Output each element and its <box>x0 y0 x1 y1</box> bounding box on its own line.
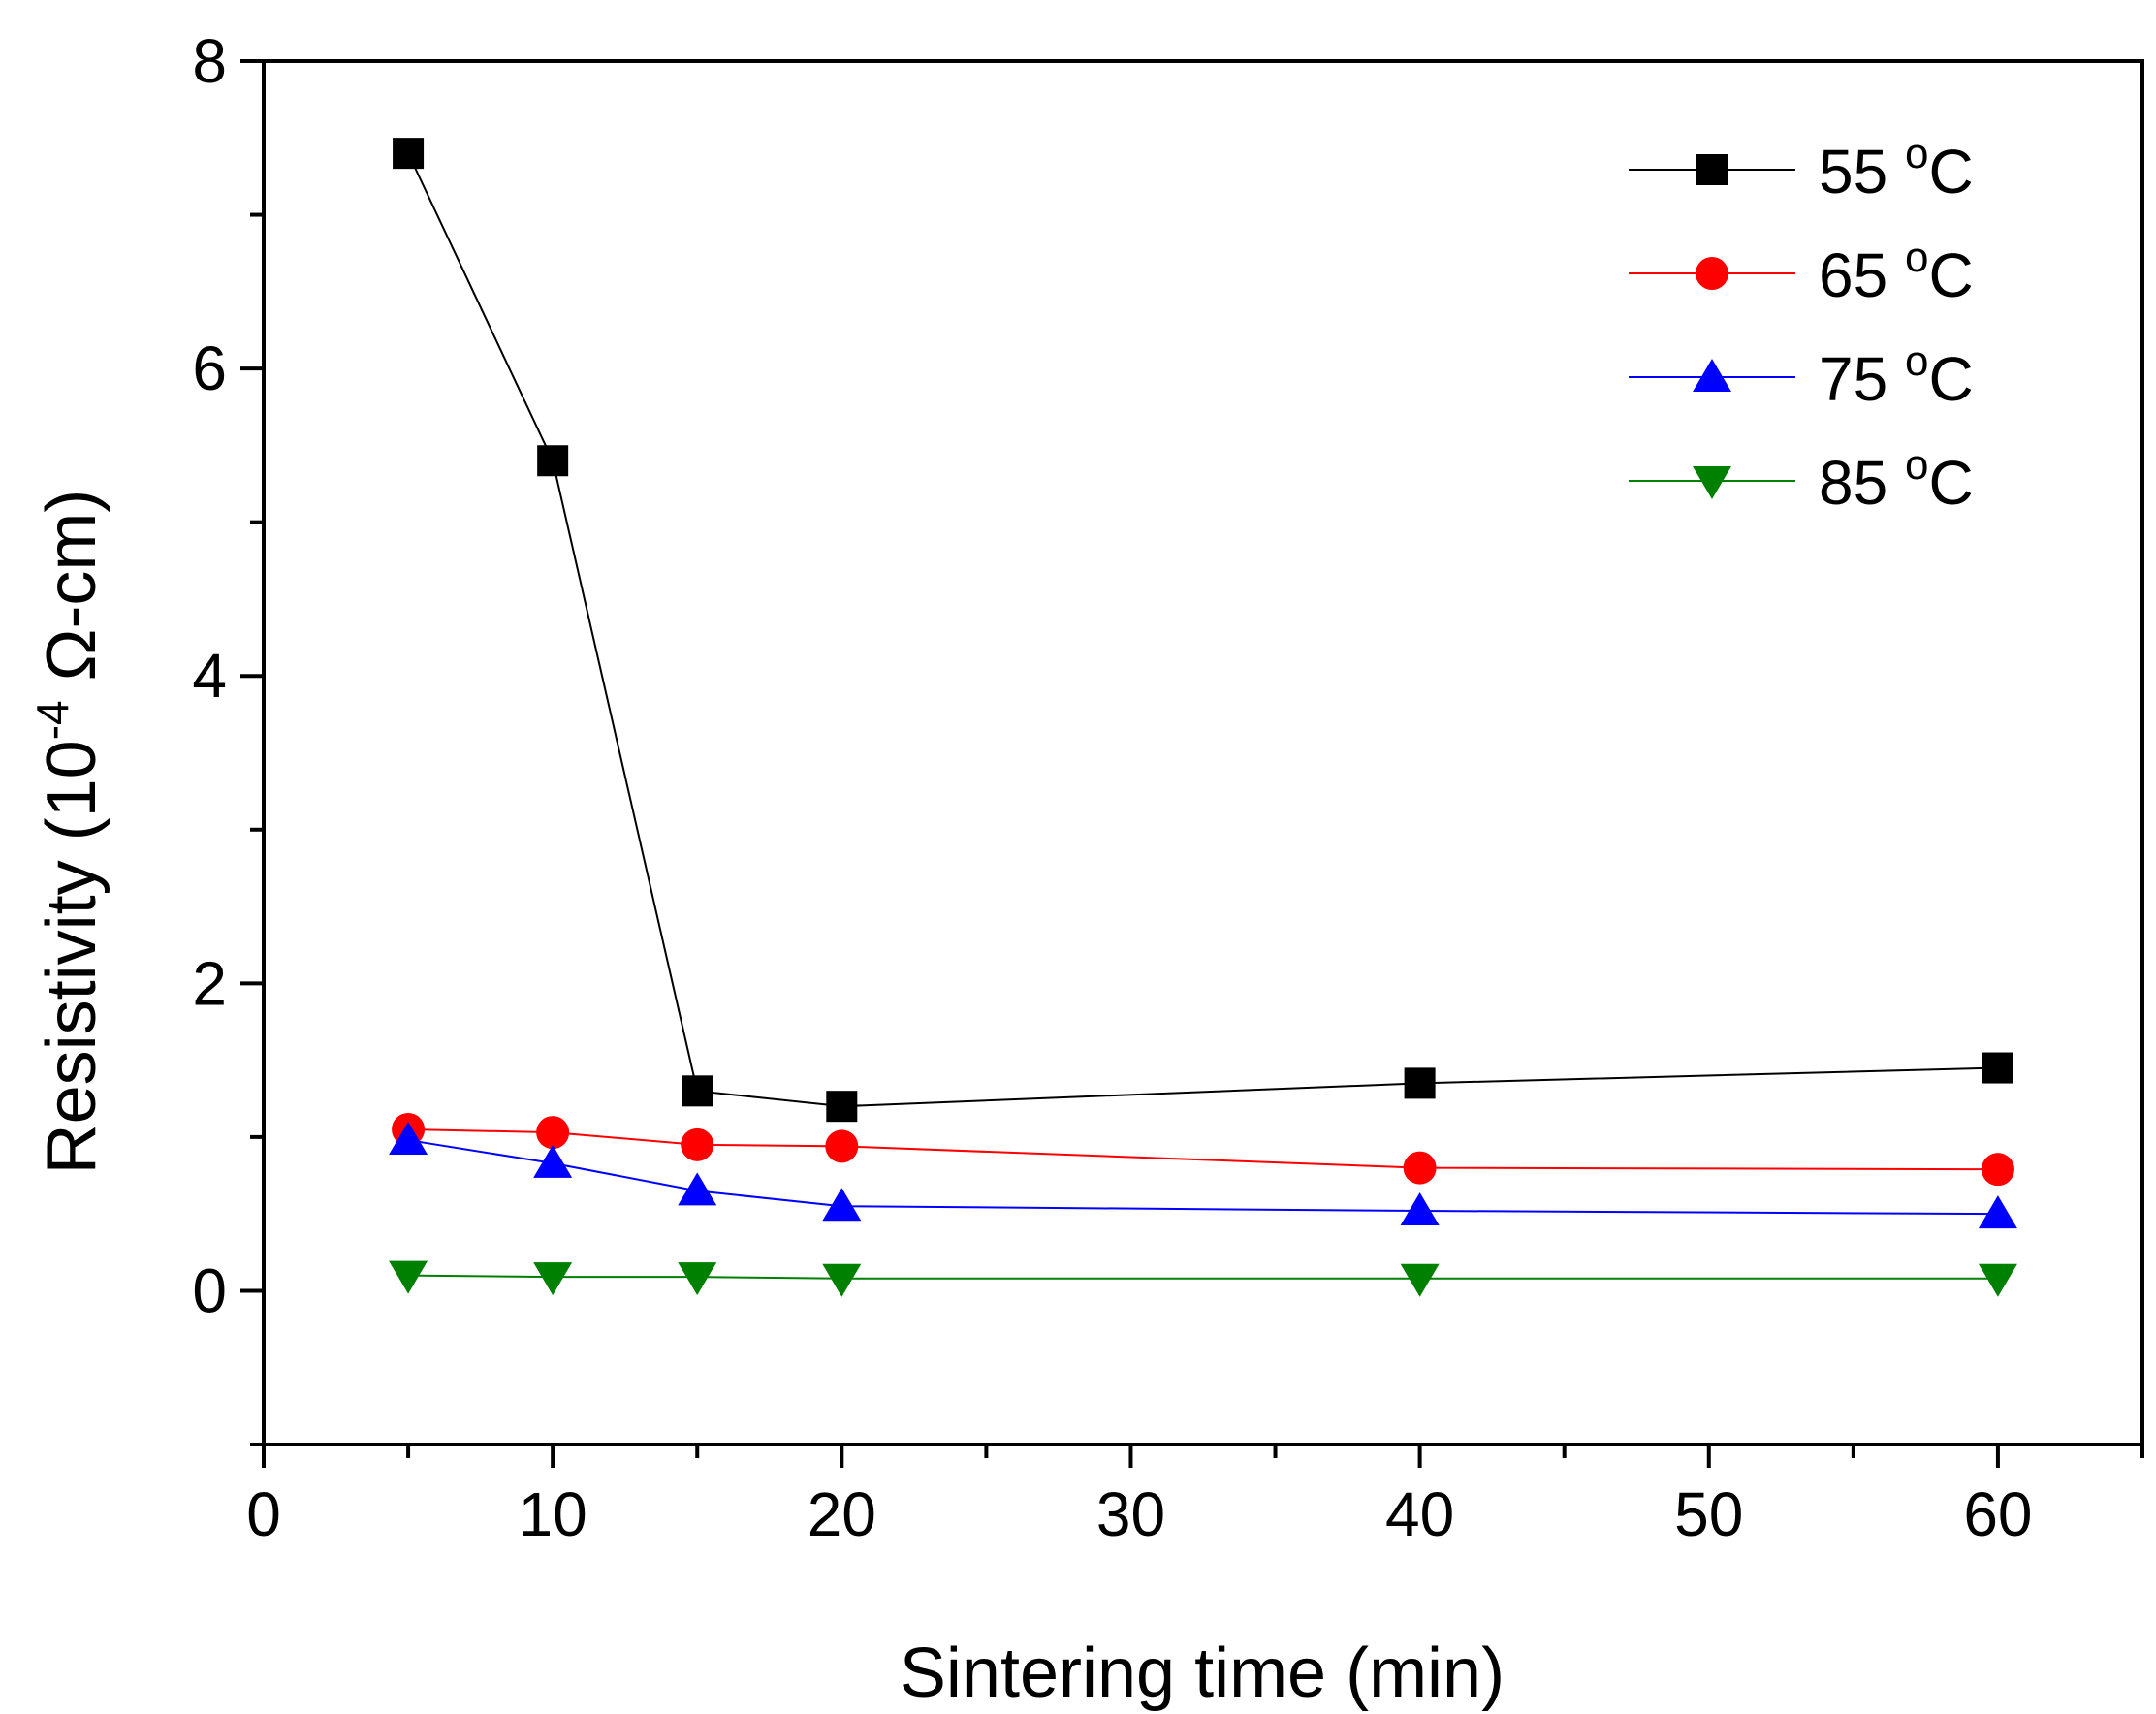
data-point-85-oc <box>533 1262 573 1296</box>
legend-label-85-oc: 85 oC <box>1819 441 1974 518</box>
legend-marker-55-oc <box>1696 154 1728 185</box>
data-point-65-oc <box>681 1127 714 1161</box>
data-point-85-oc <box>822 1263 862 1297</box>
data-point-75-oc <box>389 1122 428 1156</box>
x-tick-label: 50 <box>1674 1479 1743 1549</box>
y-axis-title: Resistivity (10-4 Ω-cm) <box>27 490 111 1175</box>
y-tick-label: 6 <box>192 333 227 403</box>
data-point-85-oc <box>1400 1263 1440 1297</box>
legend-marker-75-oc <box>1693 359 1731 392</box>
x-tick-label: 30 <box>1096 1479 1165 1549</box>
data-point-65-oc <box>1981 1153 2014 1187</box>
data-point-55-oc <box>393 138 425 170</box>
series-line-55-oc <box>407 152 1998 1108</box>
x-tick-label: 0 <box>246 1479 281 1549</box>
legend-marker-85-oc <box>1693 466 1731 499</box>
legend-marker-65-oc <box>1696 257 1728 290</box>
x-tick-label: 20 <box>808 1479 876 1549</box>
y-axis-title-suffix: Ω-cm) <box>33 490 111 701</box>
y-tick-label: 8 <box>192 26 227 96</box>
data-point-85-oc <box>1978 1263 2017 1297</box>
data-point-75-oc <box>678 1172 717 1206</box>
series-line-65-oc <box>408 1127 1998 1171</box>
legend: 55 oC 65 oC 75 oC 85 oC <box>1629 130 1974 518</box>
data-point-75-oc <box>533 1144 573 1178</box>
data-point-65-oc <box>1403 1151 1437 1185</box>
y-tick-label: 4 <box>192 641 227 711</box>
series-line-75-oc <box>407 1139 1998 1216</box>
x-axis-title: Sintering time (min) <box>900 1635 1505 1712</box>
data-point-55-oc <box>537 445 569 477</box>
data-point-75-oc <box>822 1188 862 1222</box>
data-point-65-oc <box>825 1129 859 1163</box>
data-point-65-oc <box>536 1116 570 1150</box>
x-tick-label: 40 <box>1385 1479 1454 1549</box>
data-point-75-oc <box>1978 1195 2017 1229</box>
data-point-85-oc <box>678 1262 717 1296</box>
series-line-85-oc <box>408 1274 1998 1280</box>
data-point-55-oc <box>1982 1052 2013 1084</box>
legend-label-65-oc: 65 oC <box>1819 234 1974 310</box>
y-axis-title-prefix: Resistivity (10 <box>33 740 111 1174</box>
plot-frame <box>262 59 2144 1446</box>
data-point-55-oc <box>1404 1067 1436 1099</box>
legend-label-55-oc: 55 oC <box>1819 130 1974 206</box>
data-point-55-oc <box>826 1091 858 1123</box>
legend-label-75-oc: 75 oC <box>1819 337 1974 414</box>
axes-layer: 0 10 20 30 40 50 60 0 2 4 6 8 <box>192 26 2144 1549</box>
data-point-75-oc <box>1400 1191 1440 1225</box>
plot-layer <box>389 138 2017 1297</box>
x-tick-label: 10 <box>519 1479 587 1549</box>
y-tick-label: 2 <box>192 948 227 1018</box>
x-tick-label: 60 <box>1963 1479 2032 1549</box>
y-axis-title-exponent: -4 <box>27 700 78 740</box>
data-point-85-oc <box>389 1260 428 1294</box>
y-tick-label: 0 <box>192 1255 227 1325</box>
data-point-55-oc <box>682 1075 713 1107</box>
